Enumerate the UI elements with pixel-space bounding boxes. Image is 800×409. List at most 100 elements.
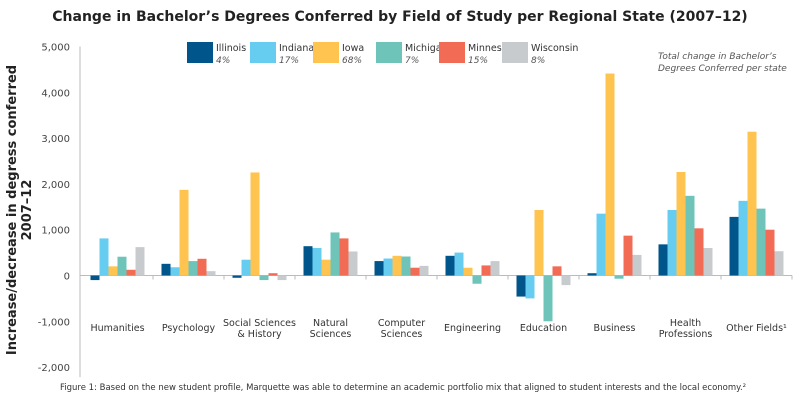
bar-wisconsin-7 [632,254,642,276]
legend-swatch-wisconsin [502,42,528,63]
bar-wisconsin-5 [490,261,500,276]
bar-minnesota-6 [552,266,562,276]
y-tick-label: -2,000 [38,363,70,374]
bar-indiana-8 [667,210,677,276]
bar-illinois-2 [232,275,242,278]
bar-indiana-7 [596,213,606,276]
bar-iowa-9 [747,131,757,276]
bar-indiana-5 [454,252,464,276]
bar-wisconsin-1 [206,271,216,276]
bar-michigan-3 [330,232,340,276]
y-tick-label: 0 [64,272,70,283]
legend-total-change: 8% [531,56,545,66]
bar-michigan-0 [117,256,127,276]
y-tick-label: 2,000 [41,180,70,191]
x-category-label: Engineering [444,323,501,334]
y-tick-label: -1,000 [38,317,70,328]
bar-indiana-4 [383,258,393,276]
bar-minnesota-7 [623,235,633,276]
legend-total-change: 4% [216,56,230,66]
y-tick-label: 3,000 [41,134,70,145]
bar-minnesota-1 [197,258,207,276]
legend-swatch-minnesota [439,42,465,63]
bar-iowa-7 [605,73,615,276]
bar-michigan-9 [756,208,766,276]
bar-michigan-8 [685,195,695,276]
bar-wisconsin-6 [561,275,571,286]
legend-swatch-iowa [313,42,339,63]
bar-illinois-7 [587,273,597,276]
legend-total-change: 7% [405,56,419,66]
bar-iowa-5 [463,267,473,276]
bar-minnesota-0 [126,269,136,276]
bar-minnesota-5 [481,265,491,276]
legend-label: Michigan [405,43,448,54]
bar-illinois-6 [516,275,526,297]
bar-illinois-4 [374,261,384,276]
bar-indiana-0 [99,238,109,276]
bar-minnesota-2 [268,273,278,276]
bar-wisconsin-2 [277,275,287,281]
legend-total-change: 17% [279,56,299,66]
x-category-label: Other Fields¹ [726,323,787,334]
bar-indiana-2 [241,259,251,276]
legend-note: Total change in Bachelor’s [658,52,777,62]
bar-iowa-1 [179,189,189,276]
bar-wisconsin-9 [774,251,784,276]
figure-caption: Figure 1: Based on the new student profi… [60,383,747,393]
x-category-label: Education [520,323,567,334]
bar-illinois-3 [303,246,313,276]
legend-total-change: 68% [342,56,362,66]
legend-total-change: 15% [468,56,488,66]
bar-iowa-4 [392,255,402,276]
bar-iowa-3 [321,259,331,276]
x-category-label: Computer [378,318,425,329]
legend-label: Wisconsin [531,43,578,54]
x-category-label: Psychology [162,323,216,334]
x-category-label: & History [237,329,282,340]
bar-indiana-9 [738,200,748,276]
chart-title: Change in Bachelor’s Degrees Conferred b… [52,9,748,25]
bar-michigan-6 [543,275,553,322]
legend-label: Minnesota [468,43,517,54]
x-category-label: Humanities [90,323,144,334]
bar-minnesota-3 [339,238,349,276]
bar-illinois-8 [658,244,668,276]
x-category-label: Natural [313,318,348,329]
legend-label: Illinois [216,43,246,54]
bar-wisconsin-4 [419,265,429,276]
y-tick-label: 4,000 [41,88,70,99]
legend-swatch-michigan [376,42,402,63]
bar-wisconsin-0 [135,247,145,276]
x-category-label: Social Sciences [223,318,296,329]
legend-swatch-indiana [250,42,276,63]
y-tick-label: 5,000 [41,43,70,54]
bar-iowa-2 [250,172,260,276]
bar-wisconsin-3 [348,251,358,276]
bar-illinois-0 [90,275,100,281]
bar-iowa-8 [676,171,686,276]
bar-iowa-0 [108,266,118,276]
bar-indiana-1 [170,267,180,276]
bar-michigan-1 [188,261,198,276]
bar-michigan-4 [401,256,411,276]
bar-illinois-9 [729,216,739,276]
x-category-label: Health [670,318,701,329]
bar-illinois-1 [161,263,171,276]
bar-michigan-5 [472,275,482,284]
x-category-label: Sciences [381,329,423,340]
legend-label: Indiana [279,43,314,54]
x-category-label: Sciences [310,329,352,340]
bar-indiana-3 [312,248,322,276]
bar-iowa-6 [534,210,544,276]
legend-swatch-illinois [187,42,213,63]
legend-note: Degrees Conferred per state [658,64,787,74]
x-category-label: Business [594,323,636,334]
bar-minnesota-9 [765,229,775,276]
bar-minnesota-8 [694,228,704,276]
bar-wisconsin-8 [703,248,713,276]
bar-illinois-5 [445,255,455,276]
legend-label: Iowa [342,43,364,54]
bar-indiana-6 [525,275,535,299]
